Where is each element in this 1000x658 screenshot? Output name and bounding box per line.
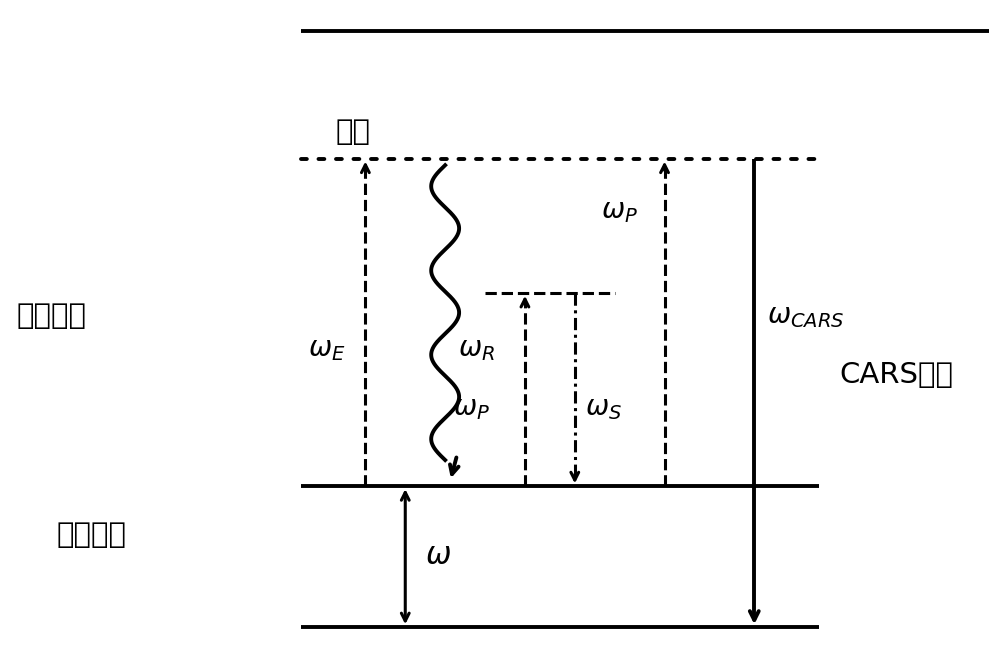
Text: $\omega_S$: $\omega_S$ — [585, 393, 622, 422]
Text: CARS过程: CARS过程 — [839, 361, 953, 389]
Text: 分子基态: 分子基态 — [56, 521, 126, 549]
Text: $\omega_P$: $\omega_P$ — [453, 393, 490, 422]
Text: $\omega_P$: $\omega_P$ — [601, 197, 638, 225]
Text: $\omega_E$: $\omega_E$ — [308, 335, 345, 363]
Text: $\omega_R$: $\omega_R$ — [458, 335, 495, 363]
Text: 拉曼过程: 拉曼过程 — [16, 302, 86, 330]
Text: $\omega_{CARS}$: $\omega_{CARS}$ — [767, 302, 845, 330]
Text: $\omega$: $\omega$ — [425, 541, 451, 570]
Text: 虚态: 虚态 — [335, 118, 370, 147]
